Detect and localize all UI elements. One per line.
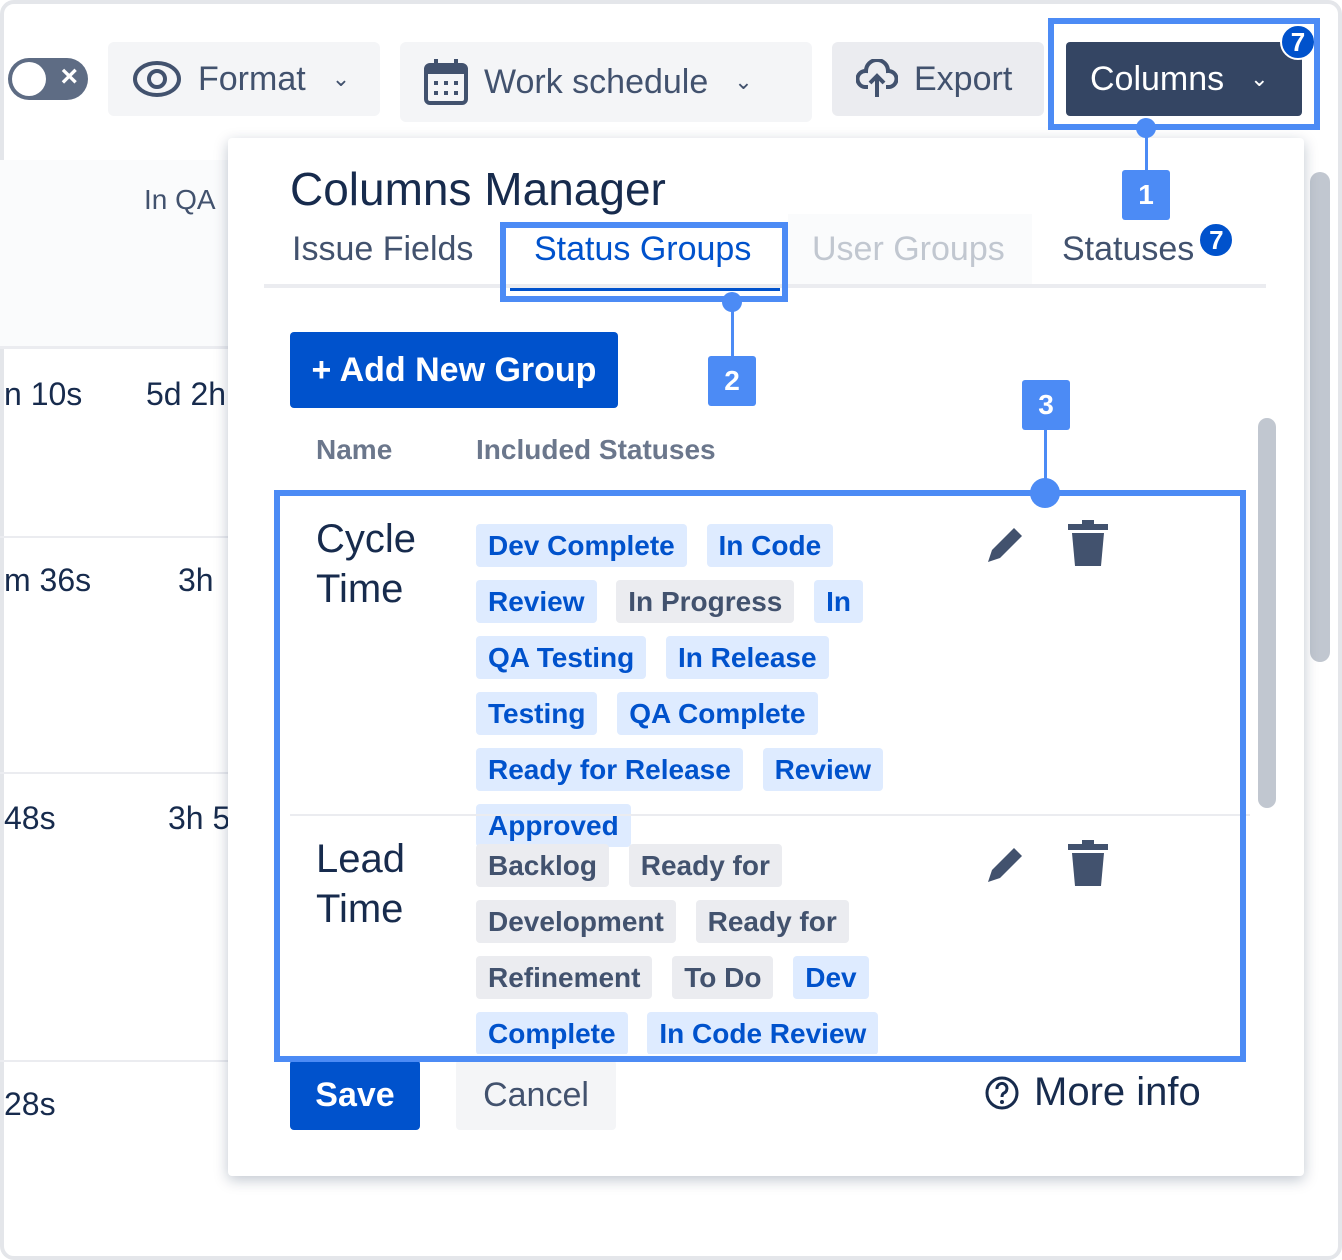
tab-divider bbox=[264, 284, 1266, 288]
callout-1: 1 bbox=[1122, 170, 1170, 220]
delete-trash-icon[interactable] bbox=[1068, 840, 1108, 886]
table-header bbox=[0, 160, 230, 348]
status-tag: To Do bbox=[672, 956, 774, 999]
tab-issue-fields[interactable]: Issue Fields bbox=[292, 230, 474, 268]
edit-pencil-icon[interactable] bbox=[984, 522, 1028, 566]
callout-3: 3 bbox=[1022, 380, 1070, 430]
add-new-group-button[interactable]: + Add New Group bbox=[290, 332, 618, 408]
status-tag: QA Complete bbox=[617, 692, 818, 735]
status-tag: Ready for Release bbox=[476, 748, 743, 791]
save-button[interactable]: Save bbox=[290, 1060, 420, 1130]
active-tab-indicator bbox=[510, 286, 780, 291]
highlight-columns-button bbox=[1048, 18, 1320, 130]
callout-2: 2 bbox=[708, 356, 756, 406]
chevron-down-icon: ⌄ bbox=[331, 66, 351, 91]
status-tag-list: Dev Complete In Code Review In Progress … bbox=[476, 518, 896, 854]
tab-status-groups[interactable]: Status Groups bbox=[534, 230, 752, 268]
status-tag: Dev Complete bbox=[476, 524, 687, 567]
columns-manager-panel: Columns Manager Issue Fields Status Grou… bbox=[228, 138, 1304, 1176]
statuses-column-header: Included Statuses bbox=[476, 434, 716, 465]
status-tag: In Code Review bbox=[647, 1012, 879, 1054]
cloud-upload-icon bbox=[856, 59, 898, 97]
name-column-header: Name bbox=[316, 434, 393, 465]
highlight-group-list bbox=[274, 490, 1246, 1062]
toggle-switch[interactable]: × bbox=[8, 58, 88, 100]
table-cell: n 10s bbox=[4, 376, 83, 412]
status-tag: In Progress bbox=[616, 580, 795, 623]
tab-statuses-wrapper[interactable]: Statuses 7 bbox=[1062, 222, 1235, 269]
status-tag-list: Backlog Ready for Development Ready for … bbox=[476, 838, 896, 1054]
delete-trash-icon[interactable] bbox=[1068, 520, 1108, 566]
edit-pencil-icon[interactable] bbox=[984, 842, 1028, 886]
column-header: In QA bbox=[144, 184, 216, 215]
table-cell: 28s bbox=[4, 1086, 56, 1122]
chevron-down-icon: ⌄ bbox=[734, 69, 753, 94]
highlight-status-groups-tab bbox=[500, 222, 788, 302]
table-cell: 3h bbox=[178, 562, 214, 598]
statuses-count-badge: 7 bbox=[1198, 222, 1235, 258]
table-cell: m 36s bbox=[4, 562, 92, 598]
eye-icon bbox=[133, 61, 181, 97]
more-info-link[interactable]: More info bbox=[984, 1070, 1201, 1115]
table-cell: 5d 2h bbox=[146, 376, 227, 412]
table-cell: 48s bbox=[4, 800, 56, 836]
tab-user-groups: User Groups bbox=[812, 230, 1005, 268]
group-name: Cycle Time bbox=[316, 517, 417, 611]
status-tag: Backlog bbox=[476, 844, 609, 887]
calendar-icon bbox=[424, 59, 468, 105]
help-circle-icon bbox=[985, 1076, 1019, 1109]
list-scrollbar[interactable] bbox=[1258, 418, 1276, 808]
group-name: Lead Time bbox=[316, 837, 405, 931]
page-scrollbar[interactable] bbox=[1310, 172, 1330, 662]
format-button[interactable]: Format ⌄ bbox=[108, 42, 380, 116]
cancel-button[interactable]: Cancel bbox=[456, 1060, 616, 1130]
group-list: Cycle Time Dev Complete In Code Review I… bbox=[228, 498, 1258, 1054]
group-divider bbox=[290, 814, 1250, 816]
table-cell: 3h 5 bbox=[168, 800, 231, 836]
export-button[interactable]: Export bbox=[832, 42, 1044, 116]
work-schedule-button[interactable]: Work schedule ⌄ bbox=[400, 42, 812, 122]
panel-title: Columns Manager bbox=[290, 163, 666, 215]
tab-statuses[interactable]: Statuses bbox=[1062, 230, 1195, 268]
chevron-down-icon: ⌄ bbox=[1250, 66, 1269, 91]
columns-button[interactable]: Columns ⌄ bbox=[1066, 42, 1302, 116]
